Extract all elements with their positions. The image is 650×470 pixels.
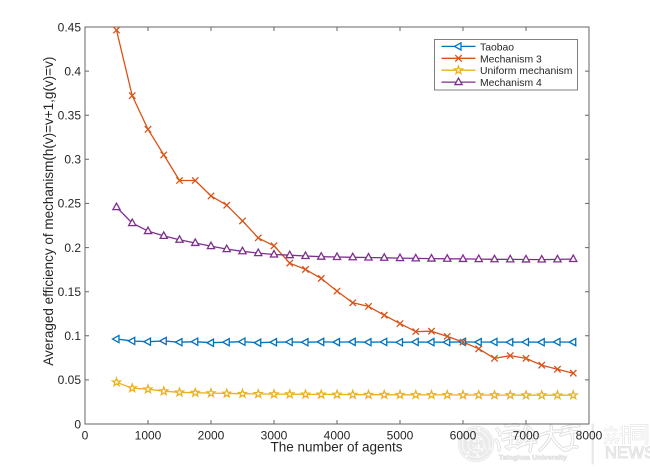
svg-text:0.3: 0.3 xyxy=(64,153,81,167)
svg-text:4000: 4000 xyxy=(324,428,351,442)
svg-text:Tsinghua University: Tsinghua University xyxy=(499,455,567,462)
svg-text:0.1: 0.1 xyxy=(64,329,81,343)
svg-text:Uniform mechanism: Uniform mechanism xyxy=(480,66,572,77)
svg-text:Taobao: Taobao xyxy=(480,42,514,53)
svg-text:0: 0 xyxy=(74,417,81,431)
svg-text:7000: 7000 xyxy=(513,428,540,442)
svg-text:0.35: 0.35 xyxy=(58,109,82,123)
svg-text:3000: 3000 xyxy=(261,428,288,442)
svg-text:8000: 8000 xyxy=(576,428,603,442)
svg-text:Averaged efficiency of mechani: Averaged efficiency of mechanism(h(v)=v+… xyxy=(41,57,56,366)
svg-text:0.2: 0.2 xyxy=(64,241,81,255)
svg-text:5000: 5000 xyxy=(387,428,414,442)
svg-text:1000: 1000 xyxy=(135,428,162,442)
svg-text:Mechanism 4: Mechanism 4 xyxy=(480,78,542,89)
svg-text:0.45: 0.45 xyxy=(58,20,82,34)
svg-text:The number of agents: The number of agents xyxy=(270,440,402,455)
svg-text:2000: 2000 xyxy=(198,428,225,442)
svg-text:6000: 6000 xyxy=(450,428,477,442)
svg-text:0.15: 0.15 xyxy=(58,285,82,299)
svg-text:0.4: 0.4 xyxy=(64,64,81,78)
svg-text:0: 0 xyxy=(82,428,89,442)
svg-text:0.05: 0.05 xyxy=(58,373,82,387)
svg-text:Mechanism 3: Mechanism 3 xyxy=(480,54,542,65)
svg-text:0.25: 0.25 xyxy=(58,197,82,211)
svg-text:NEWS: NEWS xyxy=(605,444,650,462)
